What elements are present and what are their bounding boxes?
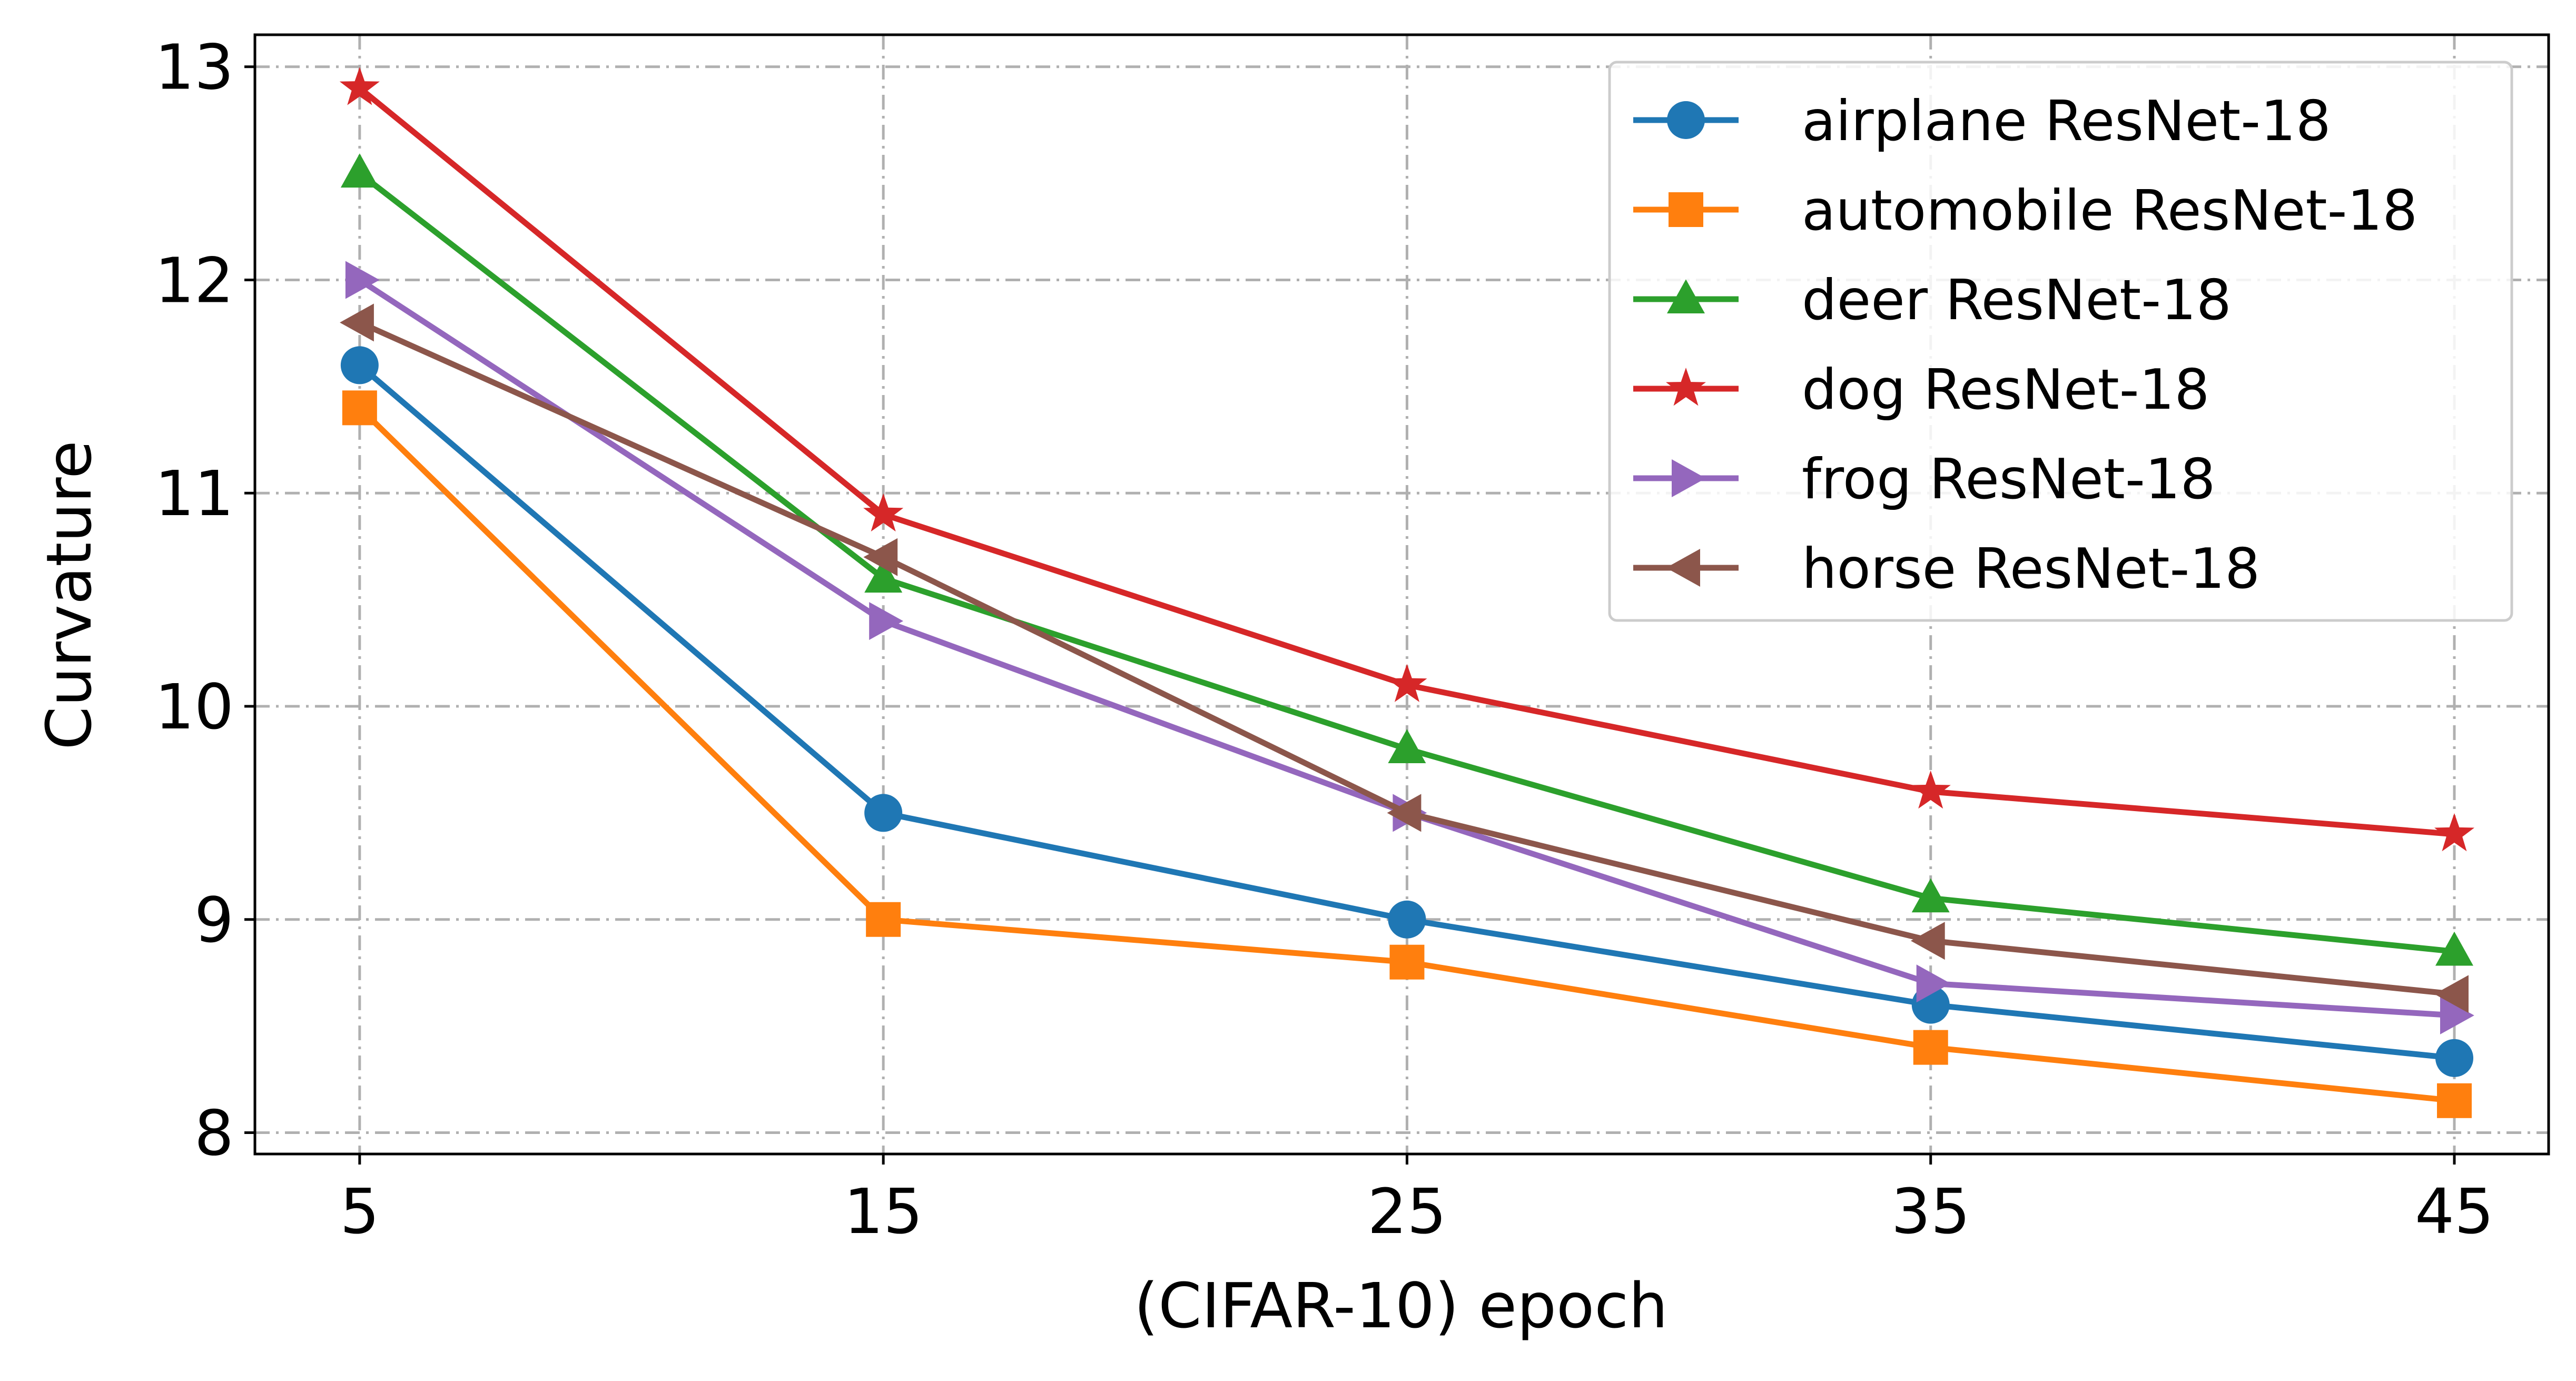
legend-item: automobile ResNet-18 [1633,179,2417,243]
y-tick-label: 13 [155,31,234,104]
x-tick-label: 5 [340,1175,379,1248]
data-point [863,538,898,576]
legend-label: dog ResNet-18 [1802,358,2209,422]
data-point [2437,1083,2472,1118]
data-point [1387,794,1422,832]
series-0 [340,346,2474,1077]
legend-label: deer ResNet-18 [1802,268,2232,332]
data-point [340,303,374,342]
legend-marker [1667,101,1705,139]
data-point [340,153,379,188]
legend-item: horse ResNet-18 [1633,537,2260,601]
legend-label: horse ResNet-18 [1802,537,2260,601]
series-lines [339,67,2475,1118]
data-point [342,390,377,426]
y-tick-label: 10 [155,670,234,743]
legend-marker [1667,279,1705,313]
data-point [2440,996,2474,1034]
data-point [864,558,903,593]
legend-item: frog ResNet-18 [1633,447,2215,511]
data-point [1911,878,1950,913]
data-point [1388,729,1426,763]
data-point [1910,770,1951,809]
data-point [340,346,379,384]
data-point [2434,975,2469,1013]
legend-label: automobile ResNet-18 [1802,179,2417,243]
series-5 [340,303,2469,1013]
legend-label: airplane ResNet-18 [1802,89,2331,153]
x-tick-label: 35 [1891,1175,1970,1248]
x-tick-label: 25 [1367,1175,1446,1248]
x-tick-label: 45 [2415,1175,2494,1248]
legend-item: deer ResNet-18 [1633,268,2232,332]
legend-item: airplane ResNet-18 [1633,89,2331,153]
y-tick-label: 12 [155,244,234,317]
data-point [1916,964,1951,1003]
y-tick-label: 9 [194,884,234,956]
x-tick-label: 15 [844,1175,923,1248]
legend-marker [1666,549,1700,587]
y-tick-label: 11 [155,457,234,530]
legend-marker [1669,192,1703,227]
data-point [1389,944,1425,980]
legend-label: frog ResNet-18 [1802,447,2215,511]
data-point [863,493,904,532]
data-point [866,902,901,937]
data-point [345,261,380,299]
data-point [2434,813,2475,852]
y-axis-label: Curvature [33,440,105,749]
plot-area-frame [253,33,2550,1156]
data-point [2435,1039,2474,1077]
legend-item: dog ResNet-18 [1633,358,2209,422]
legend: airplane ResNet-18 automobile ResNet-18 de… [1608,61,2513,622]
data-point [864,794,903,832]
x-axis-label: (CIFAR-10) epoch [1134,1269,1668,1342]
series-2 [340,153,2473,966]
data-point [1388,900,1426,939]
legend-box [1608,61,2513,622]
data-point [1910,922,1945,960]
legend-marker [1672,459,1706,497]
data-point [869,602,903,640]
data-point [1913,1030,1948,1065]
series-3 [339,67,2475,852]
legend-marker [1666,368,1706,406]
y-tick-label: 8 [194,1097,234,1170]
data-point [339,67,380,105]
data-point [2435,931,2473,966]
data-point [1387,664,1427,702]
axes: 5 15 25 35 45 8 9 10 11 12 13 [155,31,2494,1248]
series-1 [342,390,2472,1118]
